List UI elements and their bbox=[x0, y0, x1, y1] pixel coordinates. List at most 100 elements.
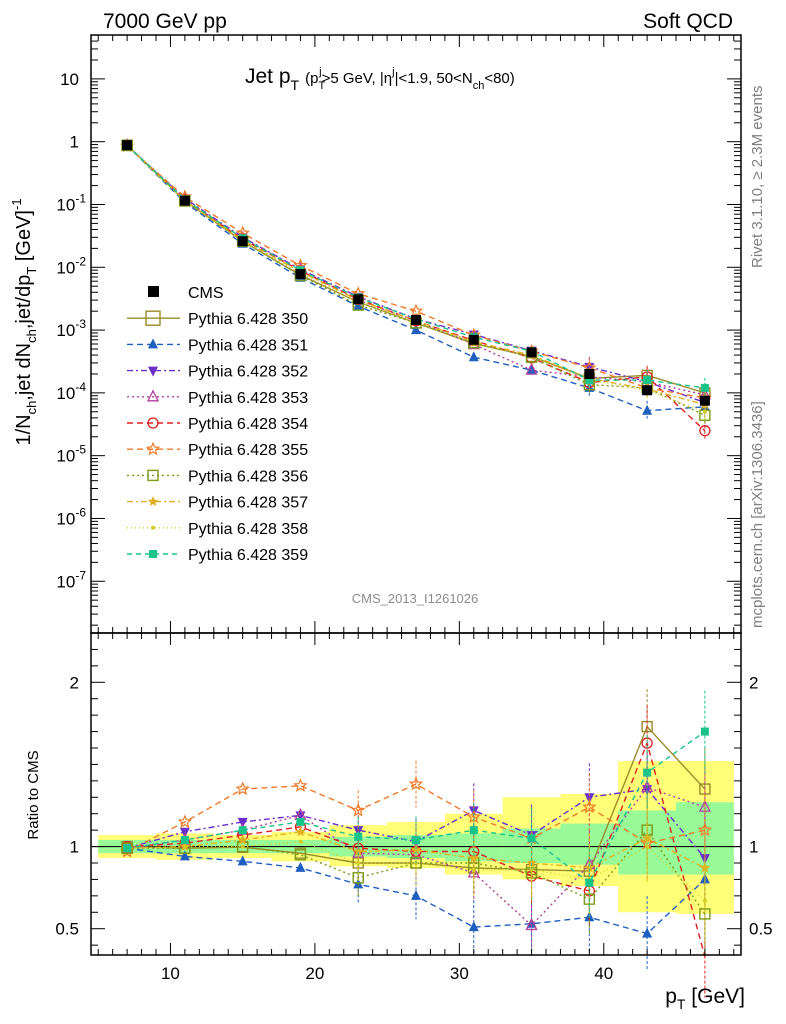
cms-point bbox=[353, 294, 364, 305]
legend-label-cms: CMS bbox=[188, 285, 224, 302]
ratio-point bbox=[471, 867, 476, 872]
cms-point bbox=[122, 140, 133, 151]
ratio-point bbox=[240, 844, 245, 849]
ratio-point bbox=[642, 927, 653, 938]
ratio-point bbox=[295, 861, 306, 872]
axes: 10 20 30 40 10-7 10-6 10-5 10-4 10-3 10-2 10-1 1 10 0… bbox=[55, 34, 773, 983]
legend-label: Pythia 6.428 357 bbox=[188, 495, 308, 512]
series-line bbox=[126, 144, 706, 394]
legend-marker bbox=[147, 417, 159, 429]
series-line bbox=[126, 145, 706, 399]
data-point bbox=[468, 351, 479, 362]
data-point bbox=[408, 303, 424, 318]
ratio-point bbox=[645, 844, 650, 849]
data-point bbox=[643, 376, 652, 385]
ratio-point bbox=[182, 844, 187, 849]
ratio-point bbox=[352, 872, 364, 884]
y-tick-label: 10-4 bbox=[56, 380, 86, 403]
data-point bbox=[699, 425, 711, 437]
ratio-point bbox=[700, 727, 709, 736]
header-right: Soft QCD bbox=[643, 10, 733, 33]
ratio-y-tick-label: 0.5 bbox=[55, 920, 79, 939]
data-point bbox=[700, 383, 709, 392]
ratio-point bbox=[529, 867, 534, 872]
ratio-point bbox=[238, 826, 247, 835]
ratio-point bbox=[527, 834, 536, 843]
legend-marker bbox=[147, 496, 159, 507]
y-tick-label: 1 bbox=[70, 133, 79, 152]
x-axis-label: pT [GeV] bbox=[665, 985, 745, 1012]
y-tick-label: 10-2 bbox=[56, 254, 86, 277]
legend-marker bbox=[146, 389, 160, 402]
ratio-point bbox=[468, 921, 479, 932]
ratio-point bbox=[296, 817, 305, 826]
ratio-point bbox=[177, 814, 193, 829]
cms-point bbox=[237, 236, 248, 247]
legend-label: Pythia 6.428 351 bbox=[188, 337, 308, 354]
ratio-y-tick-label: 1 bbox=[70, 838, 79, 857]
legend-label: Pythia 6.428 350 bbox=[188, 311, 308, 328]
cms-point bbox=[468, 334, 479, 345]
ratio-point bbox=[411, 889, 421, 900]
y-tick-label: 10-3 bbox=[56, 317, 86, 340]
legend-label: Pythia 6.428 356 bbox=[188, 468, 308, 485]
series-line bbox=[126, 144, 705, 412]
ratio-point bbox=[356, 861, 361, 865]
data-point bbox=[702, 409, 707, 414]
legend-label: Pythia 6.428 352 bbox=[188, 364, 308, 381]
ratio-point bbox=[237, 855, 248, 866]
series-line bbox=[126, 144, 706, 396]
data-point bbox=[353, 300, 364, 311]
legend-marker-cms bbox=[148, 286, 159, 297]
legend-marker bbox=[148, 338, 158, 349]
x-tick-label: 10 bbox=[161, 964, 180, 983]
legend-marker bbox=[145, 441, 161, 456]
ratio-y-tick-label-right: 0.5 bbox=[749, 920, 773, 939]
rivet-label: Rivet 3.1.10, ≥ 2.3M events bbox=[749, 86, 766, 269]
data-point bbox=[411, 324, 421, 335]
ratio-point bbox=[585, 878, 594, 887]
ratio-point bbox=[180, 836, 189, 844]
ratio-point bbox=[179, 850, 190, 861]
data-point bbox=[585, 376, 594, 385]
x-tick-label: 30 bbox=[450, 964, 469, 983]
data-point bbox=[525, 362, 538, 375]
main-panel bbox=[119, 138, 713, 441]
ratio-point bbox=[123, 844, 132, 853]
data-point bbox=[526, 364, 537, 375]
series-line bbox=[126, 144, 705, 389]
y-tick-label: 10 bbox=[60, 70, 79, 89]
ratio-point bbox=[237, 834, 248, 845]
legend-marker bbox=[149, 550, 157, 558]
cms-point bbox=[295, 269, 306, 280]
ratio-point bbox=[525, 917, 538, 931]
ratio-point bbox=[295, 826, 306, 837]
legend-marker bbox=[145, 310, 161, 326]
ratio-point bbox=[469, 826, 478, 835]
cms-point bbox=[699, 395, 710, 406]
y-tick-label: 10-7 bbox=[56, 568, 86, 591]
legend-marker bbox=[148, 366, 158, 377]
data-point bbox=[642, 404, 653, 415]
ratio-point bbox=[293, 778, 308, 792]
legend-marker bbox=[151, 525, 155, 530]
ratio-y-tick-label-right: 1 bbox=[749, 838, 758, 857]
mcplots-label: mcplots.cern.ch [arXiv:1306.3436] bbox=[749, 401, 766, 628]
ratio-point bbox=[294, 849, 307, 861]
legend-label: Pythia 6.428 354 bbox=[188, 416, 308, 433]
legend-label: Pythia 6.428 353 bbox=[188, 390, 308, 407]
header-left: 7000 GeV pp bbox=[103, 10, 227, 33]
main-ylabel: 1/Nch,jet dNch,jet/dpT [GeV]-1 bbox=[9, 198, 39, 445]
legend-label: Pythia 6.428 359 bbox=[188, 547, 308, 564]
x-tick-label: 20 bbox=[305, 964, 324, 983]
ratio-point bbox=[354, 832, 363, 841]
cms-point bbox=[179, 195, 190, 206]
y-tick-label: 10-6 bbox=[56, 505, 86, 528]
ratio-point bbox=[582, 799, 597, 814]
ratio-point bbox=[408, 776, 424, 791]
plot-title: Jet pT (pTj>5 GeV, |ηj|<1.9, 50<Nch<80) bbox=[245, 65, 515, 93]
cms-point bbox=[584, 368, 595, 379]
ratio-y-tick-label: 2 bbox=[70, 673, 79, 692]
ratio-point bbox=[643, 768, 652, 777]
